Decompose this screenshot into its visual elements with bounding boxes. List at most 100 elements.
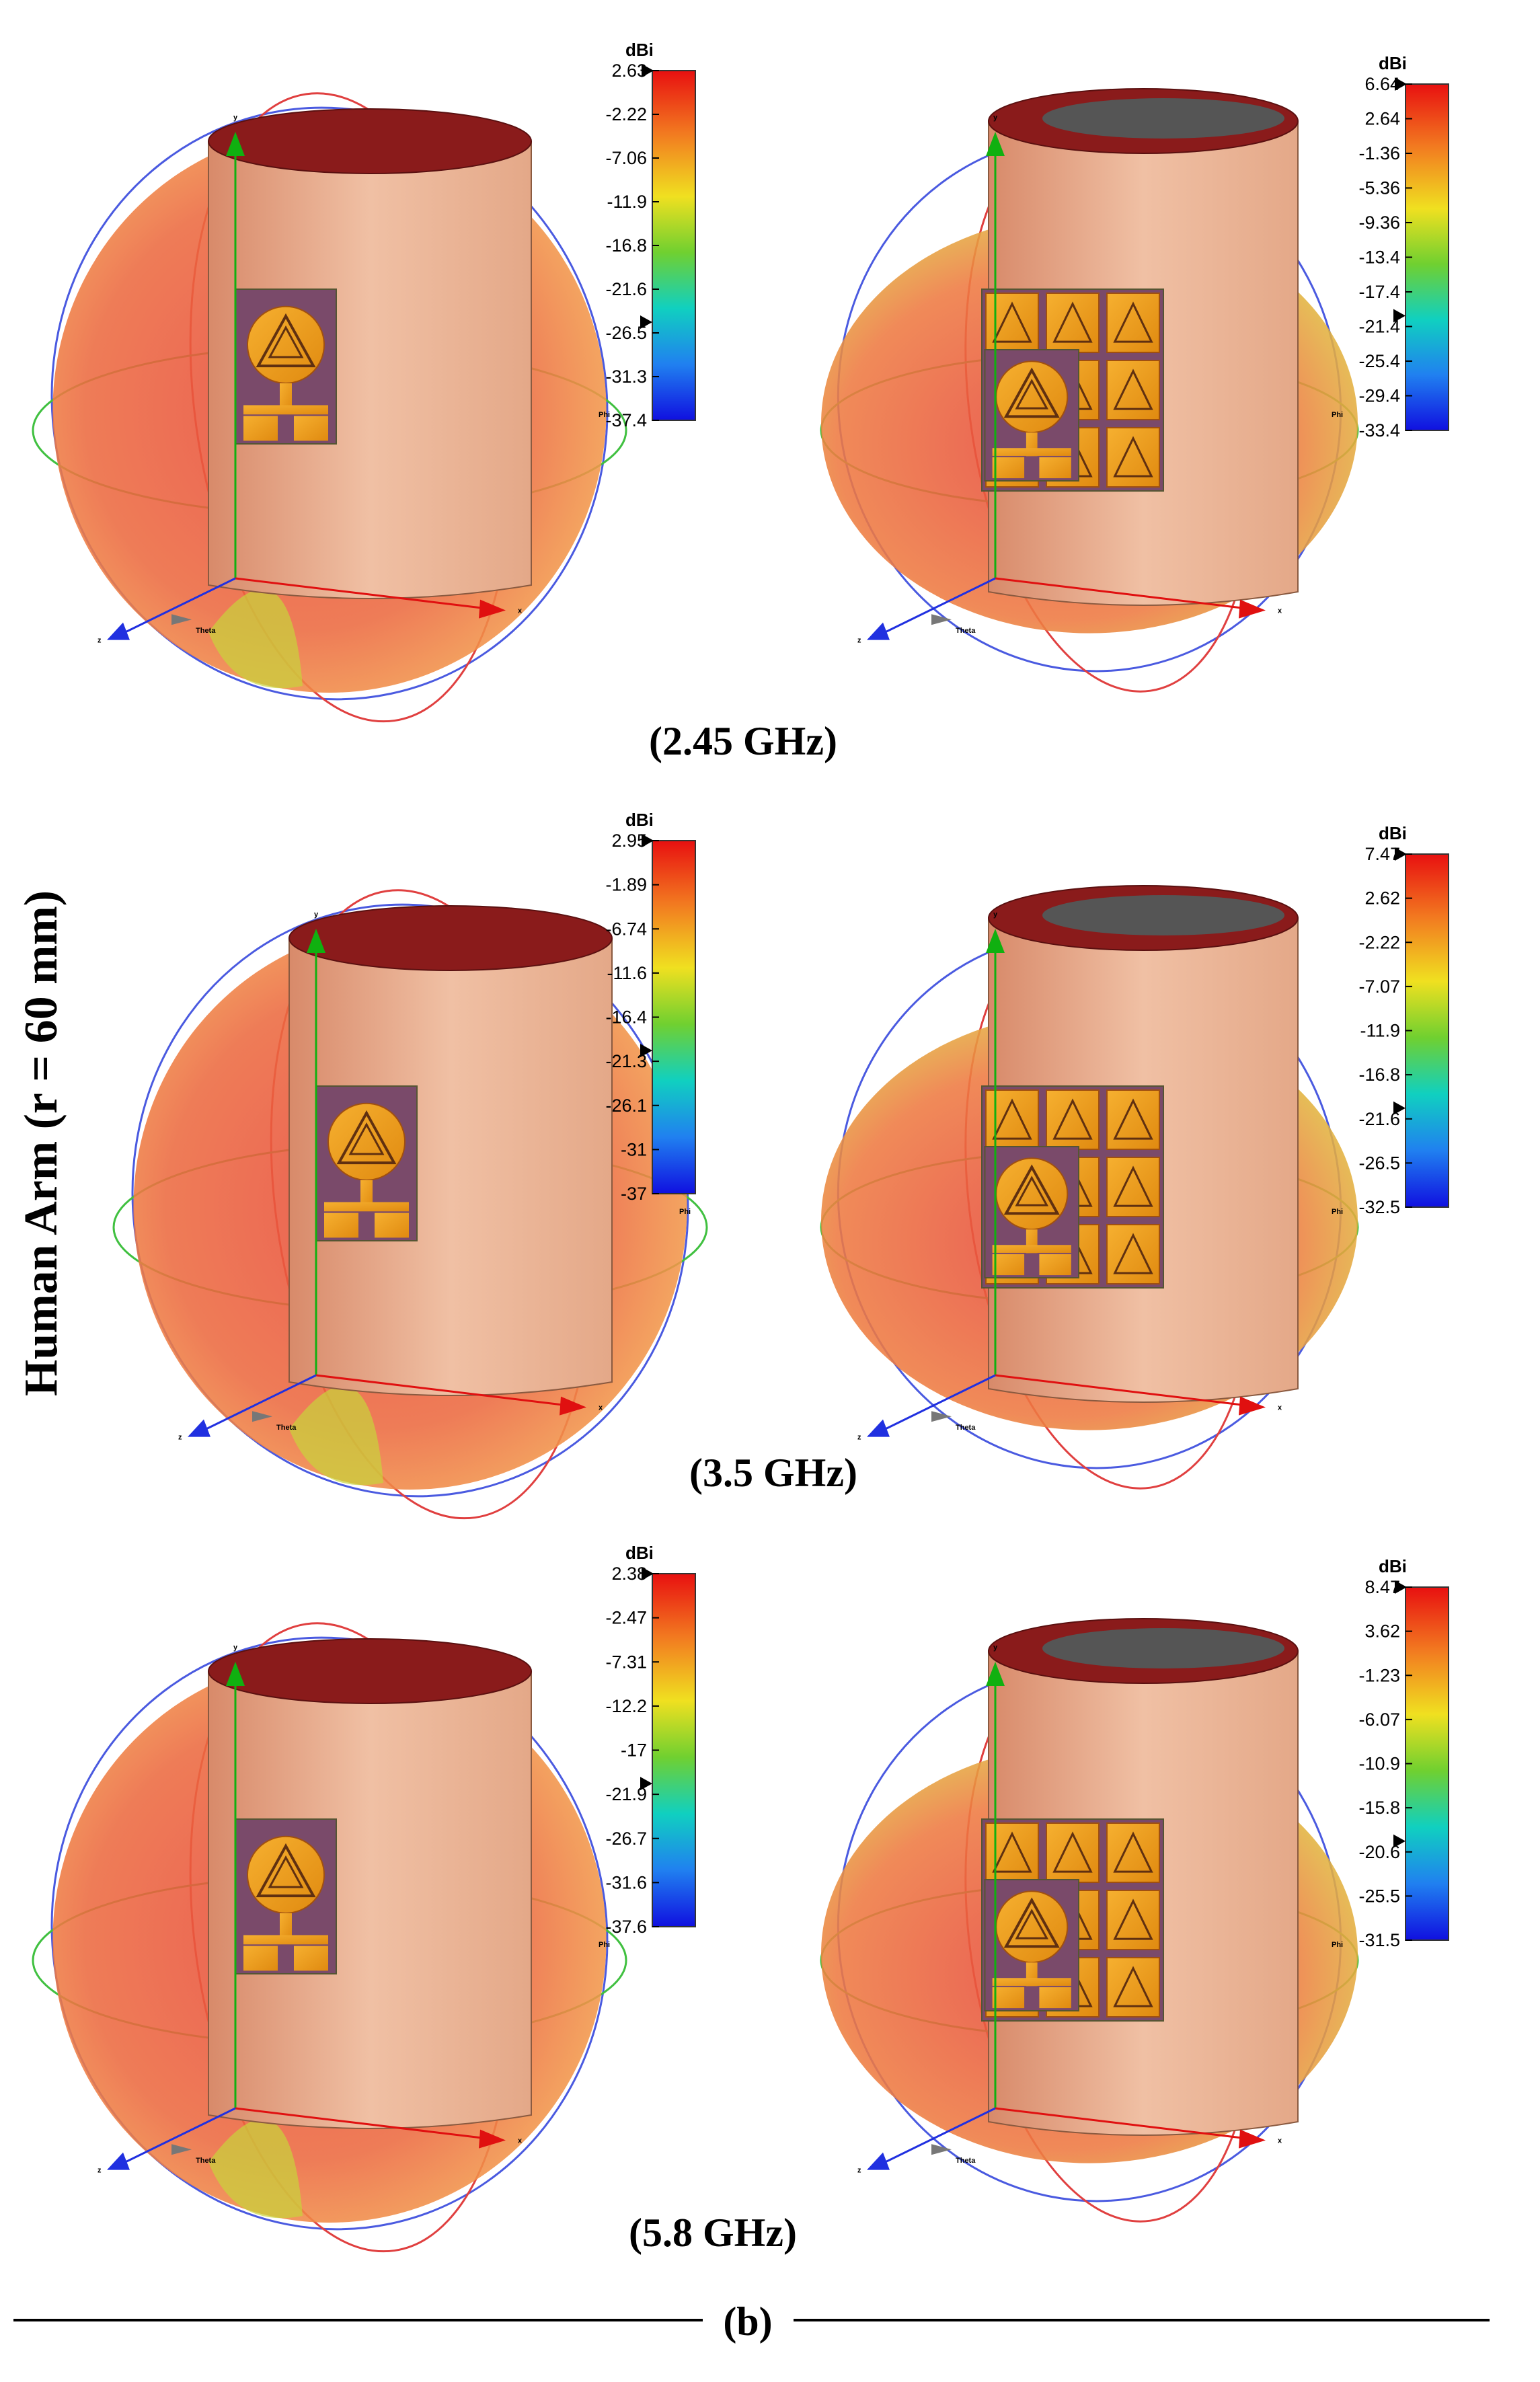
colorbar-unit: dBi [1379, 823, 1407, 843]
theta-label: Theta [956, 627, 976, 635]
colorbar-tick-label: -26.1 [605, 1096, 647, 1116]
theta-arrow-icon [171, 2144, 192, 2155]
arm-phantom [208, 108, 532, 599]
colorbar-tick-label: 7.47 [1364, 844, 1400, 864]
arm-bone [1042, 98, 1284, 139]
patch-ground-strip [992, 1245, 1071, 1253]
z-axis-label: z [98, 2167, 102, 2175]
level-marker-icon [640, 315, 652, 329]
z-axis [200, 1374, 317, 1432]
level-marker-icon [640, 1777, 652, 1791]
colorbar-tick-label: -7.31 [605, 1652, 647, 1672]
colorbar-tick-label: -33.4 [1358, 420, 1400, 440]
colorbar-tick-label: 2.38 [611, 1564, 647, 1584]
colorbar-tick-label: -31 [621, 1139, 647, 1159]
patch-ground-right [375, 1213, 409, 1238]
z-axis-label: z [857, 637, 861, 645]
colorbar-tick-label: -16.4 [605, 1007, 647, 1028]
phi-label: Phi [679, 1208, 691, 1216]
unit-cell-triangle [992, 1098, 1032, 1140]
colorbar-tick-label: -21.9 [605, 1784, 647, 1804]
patch-inner-triangle [1015, 1176, 1049, 1206]
unit-cell-triangle [992, 1831, 1032, 1873]
patch-inner-triangle [1015, 379, 1049, 410]
y-arrow-icon [226, 132, 245, 156]
z-arrow-icon [107, 622, 130, 640]
patch-ground-left [243, 1946, 278, 1971]
patch-ground-strip [243, 405, 328, 415]
unit-cell-triangle [1113, 1165, 1153, 1207]
patch-triangle-slot [256, 1843, 316, 1898]
z-axis-label: z [98, 637, 102, 645]
z-axis [880, 1374, 996, 1432]
arm-phantom [208, 1638, 532, 2129]
y-arrow-icon [986, 1662, 1005, 1686]
z-axis [880, 2107, 996, 2165]
patch-feedline [360, 1180, 373, 1208]
z-axis-label: z [178, 1434, 182, 1442]
y-axis-label: y [233, 1644, 238, 1652]
colorbar-tick-label: -25.5 [1358, 1886, 1400, 1906]
patch-triangle-slot [1003, 1164, 1060, 1215]
theta-arrow-icon [931, 614, 952, 625]
x-axis-label: x [1278, 2137, 1282, 2145]
max-marker-icon [642, 1567, 654, 1580]
patch-ground-left [324, 1213, 358, 1238]
colorbar-tick-label: -7.06 [605, 148, 647, 168]
level-marker-icon [1393, 309, 1406, 323]
colorbar-tick-label: 6.64 [1364, 74, 1400, 94]
colorbar-tick-label: 3.62 [1364, 1621, 1400, 1642]
colorbar-tick-label: -2.22 [1358, 932, 1400, 952]
x-arrow-icon [1239, 599, 1266, 619]
colorbar-tick-label: -20.6 [1358, 1842, 1400, 1862]
colorbar-tick-label: -11.9 [1360, 1021, 1400, 1041]
patch-inner-triangle [268, 1855, 304, 1888]
row-0: yxzThetaPhidBi2.63-2.22-7.06-11.9-16.8-2… [32, 40, 1449, 763]
unit-cell-triangle [1113, 301, 1153, 343]
colorbar-tick-label: -2.22 [605, 104, 647, 124]
x-axis-label: x [518, 2137, 523, 2145]
colorbar-tick-label: -7.07 [1358, 976, 1400, 997]
unit-cell-triangle [1052, 1831, 1093, 1873]
phi-label: Phi [1332, 411, 1343, 419]
z-axis-label: z [857, 2167, 861, 2175]
x-axis-label: x [1278, 607, 1282, 615]
patch-triangle-slot [1003, 1897, 1060, 1948]
colorbar-unit: dBi [1379, 53, 1407, 73]
unit-cell-triangle [1113, 1898, 1153, 1940]
coordinate-axes: y x z Theta [178, 911, 603, 1442]
colorbar-tick-label: -11.9 [607, 192, 647, 212]
bottom-label: (b) [723, 2299, 772, 2344]
unit-cell-triangle [1113, 1966, 1153, 2007]
y-arrow-icon [226, 1662, 245, 1686]
arm-bone [1042, 1628, 1284, 1668]
lobe-null-region [208, 2119, 303, 2219]
z-axis [120, 2107, 236, 2165]
y-arrow-icon [986, 132, 1005, 156]
x-arrow-icon [1239, 1396, 1266, 1416]
arm-top [288, 905, 613, 971]
colorbar-tick-label: -29.4 [1358, 386, 1400, 406]
level-marker-icon [640, 1044, 652, 1058]
colorbar-tick-label: -17.4 [1358, 282, 1400, 302]
x-axis-label: x [1278, 1404, 1282, 1412]
x-axis [235, 577, 492, 611]
metasurface-array [981, 1818, 1164, 2022]
antenna-patch [315, 1085, 418, 1241]
theta-arrow-icon [171, 614, 192, 625]
colorbar-gradient [1405, 83, 1449, 431]
max-marker-icon [1395, 1580, 1407, 1594]
coordinate-axes: y x z Theta [98, 1644, 523, 2175]
z-axis-label: z [857, 1434, 861, 1442]
patch-ground-right [294, 1946, 328, 1971]
patch-feedline [280, 383, 292, 412]
unit-cell-triangle [1113, 436, 1153, 477]
